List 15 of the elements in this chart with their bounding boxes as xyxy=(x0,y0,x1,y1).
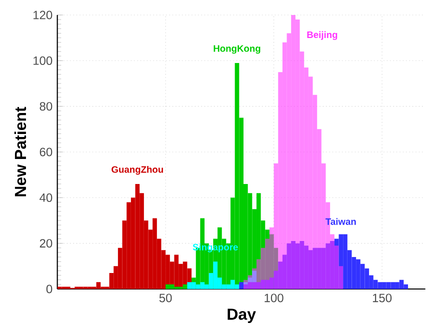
series-label: Beijing xyxy=(307,30,338,40)
x-tick-label: 100 xyxy=(264,293,284,302)
y-tick-label: 40 xyxy=(40,193,52,202)
x-tick-label: 150 xyxy=(372,293,392,302)
series-label: HongKong xyxy=(214,45,260,54)
x-tick-label: 50 xyxy=(159,293,172,302)
y-tick-label: 60 xyxy=(40,148,52,156)
y-tick-label: 120 xyxy=(34,10,52,20)
x-axis-title: Day xyxy=(228,308,256,323)
y-tick-label: 0 xyxy=(46,284,52,294)
y-tick-label: 100 xyxy=(34,56,52,65)
y-axis-title: New Patient xyxy=(14,106,26,196)
y-tick-label: 80 xyxy=(40,102,52,110)
series-label: GuangZhou xyxy=(112,166,163,174)
y-tick-label: 20 xyxy=(40,238,52,248)
